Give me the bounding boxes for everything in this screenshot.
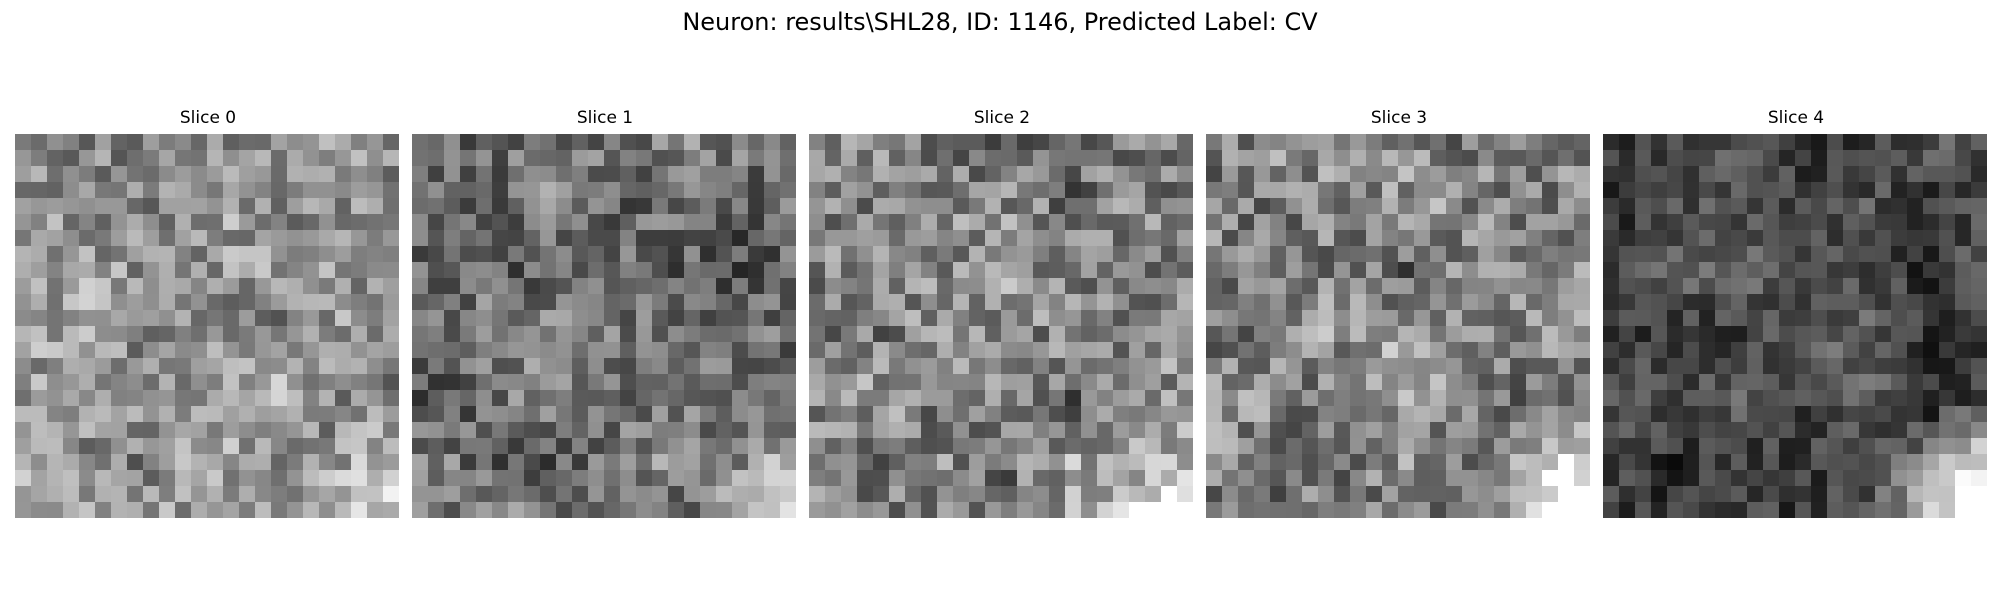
slice-title: Slice 3: [1370, 108, 1428, 128]
slice-panel-1: Slice 1: [412, 107, 798, 518]
slice-title: Slice 0: [179, 108, 237, 128]
slice-panel-0: Slice 0: [15, 107, 401, 518]
slice-image: [412, 134, 796, 518]
slice-image: [1206, 134, 1590, 518]
slice-title: Slice 2: [973, 108, 1031, 128]
figure-title: Neuron: results\SHL28, ID: 1146, Predict…: [682, 8, 1318, 36]
slice-panel-3: Slice 3: [1206, 107, 1592, 518]
slice-title: Slice 4: [1767, 108, 1825, 128]
slice-panel-2: Slice 2: [809, 107, 1195, 518]
slice-title: Slice 1: [576, 108, 634, 128]
slice-panel-4: Slice 4: [1603, 107, 1989, 518]
slice-image: [15, 134, 399, 518]
slice-image: [809, 134, 1193, 518]
slice-image: [1603, 134, 1987, 518]
